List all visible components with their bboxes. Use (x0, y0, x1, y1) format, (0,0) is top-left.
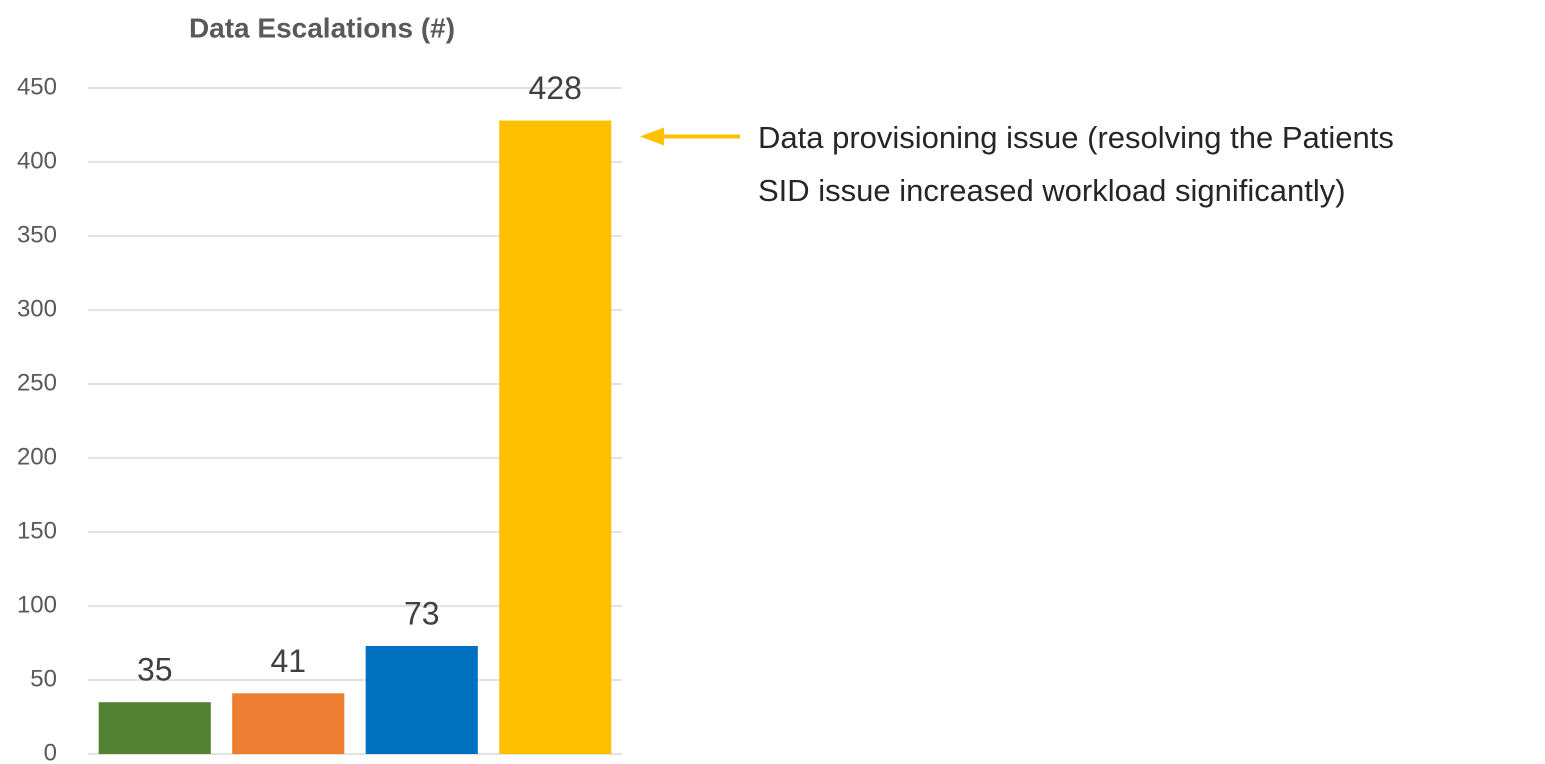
y-tick-label: 350 (17, 221, 57, 248)
bar (232, 693, 345, 754)
y-tick-label: 200 (17, 443, 57, 470)
y-tick-label: 250 (17, 369, 57, 396)
y-tick-label: 450 (17, 73, 57, 100)
annotation-text: SID issue increased workload significant… (758, 173, 1346, 208)
chart-title: Data Escalations (#) (189, 12, 455, 43)
y-tick-label: 400 (17, 147, 57, 174)
data-label: 41 (270, 643, 306, 679)
y-tick-label: 0 (44, 739, 57, 764)
annotation-text: Data provisioning issue (resolving the P… (758, 120, 1394, 155)
data-label: 428 (529, 70, 582, 106)
bar (365, 645, 478, 754)
data-label: 73 (404, 595, 440, 631)
annotation-arrowhead (640, 127, 664, 146)
bar (499, 120, 612, 754)
bar (98, 702, 211, 754)
data-label: 35 (137, 652, 173, 688)
y-tick-label: 100 (17, 591, 57, 618)
y-tick-label: 300 (17, 295, 57, 322)
y-tick-label: 150 (17, 517, 57, 544)
y-tick-label: 50 (30, 665, 57, 692)
